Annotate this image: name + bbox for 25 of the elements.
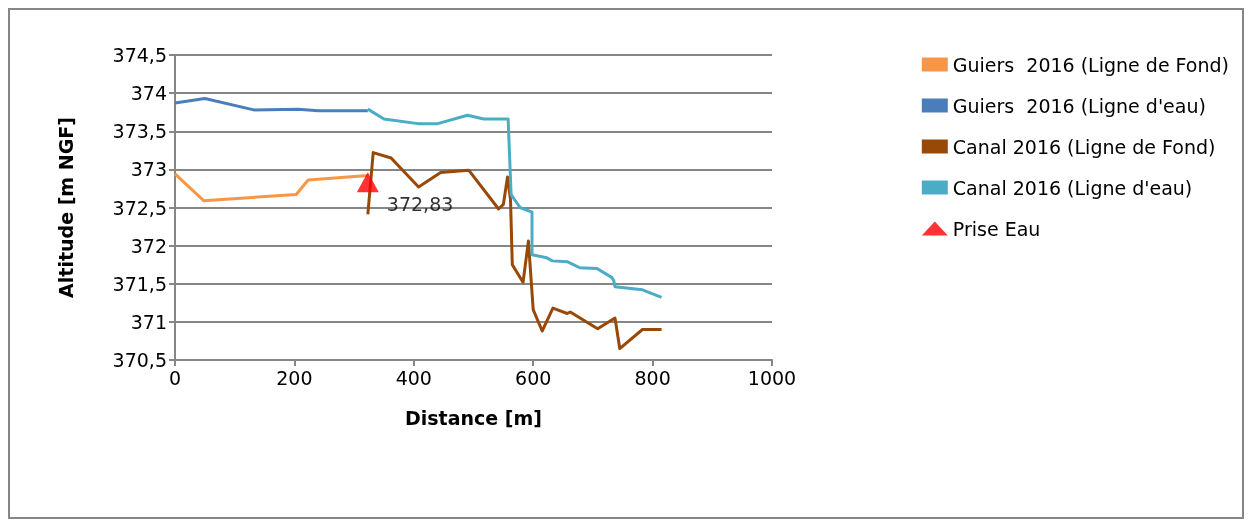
- y-tick-label: 373: [130, 158, 167, 181]
- y-tick-label: 373,5: [112, 120, 167, 143]
- x-tick-label: 0: [168, 366, 182, 389]
- y-tick-label: 374,5: [112, 44, 167, 66]
- legend-label: Canal 2016 (Ligne d'eau): [952, 176, 1193, 199]
- legend-label: Guiers 2016 (Ligne d'eau): [952, 94, 1206, 117]
- y-tick-label: 372: [130, 234, 167, 257]
- y-tick-label: 371: [130, 310, 167, 333]
- x-tick-label: 800: [634, 366, 671, 389]
- legend-label: Canal 2016 (Ligne de Fond): [952, 135, 1216, 158]
- x-tick-label: 400: [395, 366, 432, 389]
- line-series: [173, 96, 370, 113]
- legend-label: Guiers 2016 (Ligne de Fond): [952, 53, 1230, 76]
- line-series: [366, 107, 664, 299]
- legend-label: Prise Eau: [952, 217, 1041, 240]
- x-tick-label: 1000: [747, 366, 797, 389]
- y-tick-label: 372,5: [112, 196, 167, 219]
- x-tick-label: 200: [276, 366, 313, 389]
- x-tick-label: 600: [515, 366, 552, 389]
- y-axis-title: Altitude [m NGF]: [54, 117, 77, 298]
- x-axis-title: Distance [m]: [405, 406, 542, 429]
- y-tick-label: 374: [130, 82, 167, 105]
- y-tick-label: 370,5: [112, 349, 167, 371]
- y-tick-label: 371,5: [112, 272, 167, 295]
- line-series: [366, 151, 664, 351]
